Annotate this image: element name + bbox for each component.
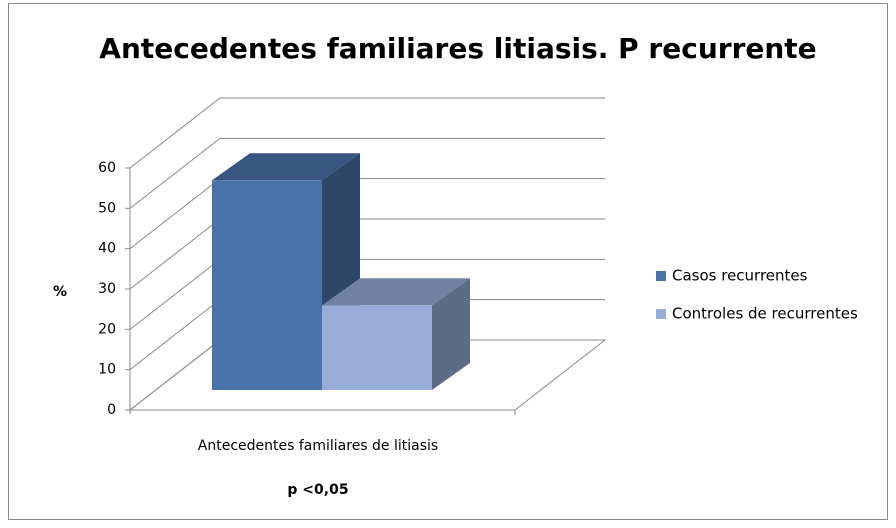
bar-top <box>212 153 360 181</box>
y-tick-label: 50 <box>98 200 116 216</box>
legend-swatch <box>656 309 666 319</box>
bar <box>322 305 432 390</box>
y-tick-label: 30 <box>98 281 116 297</box>
y-tick-label: 60 <box>98 160 116 176</box>
bar-side <box>432 278 470 390</box>
y-tick-label: 40 <box>98 241 116 257</box>
grid-line <box>129 97 605 169</box>
y-tick-label: 0 <box>107 402 116 418</box>
annotation: p <0,05 <box>287 482 348 498</box>
y-tick-label: 10 <box>98 362 116 378</box>
chart-border <box>8 3 888 520</box>
y-axis-label: % <box>53 284 67 300</box>
legend-label: Casos recurrentes <box>672 267 808 285</box>
y-tick-label: 20 <box>98 321 116 337</box>
chart-title: Antecedentes familiares litiasis. P recu… <box>99 32 816 65</box>
bar <box>212 180 322 390</box>
legend-label: Controles de recurrentes <box>672 305 858 323</box>
x-tick-label: Antecedentes familiares de litiasis <box>198 438 438 454</box>
bar-top <box>322 278 470 306</box>
legend-swatch <box>656 271 666 281</box>
grid-line <box>129 137 605 209</box>
